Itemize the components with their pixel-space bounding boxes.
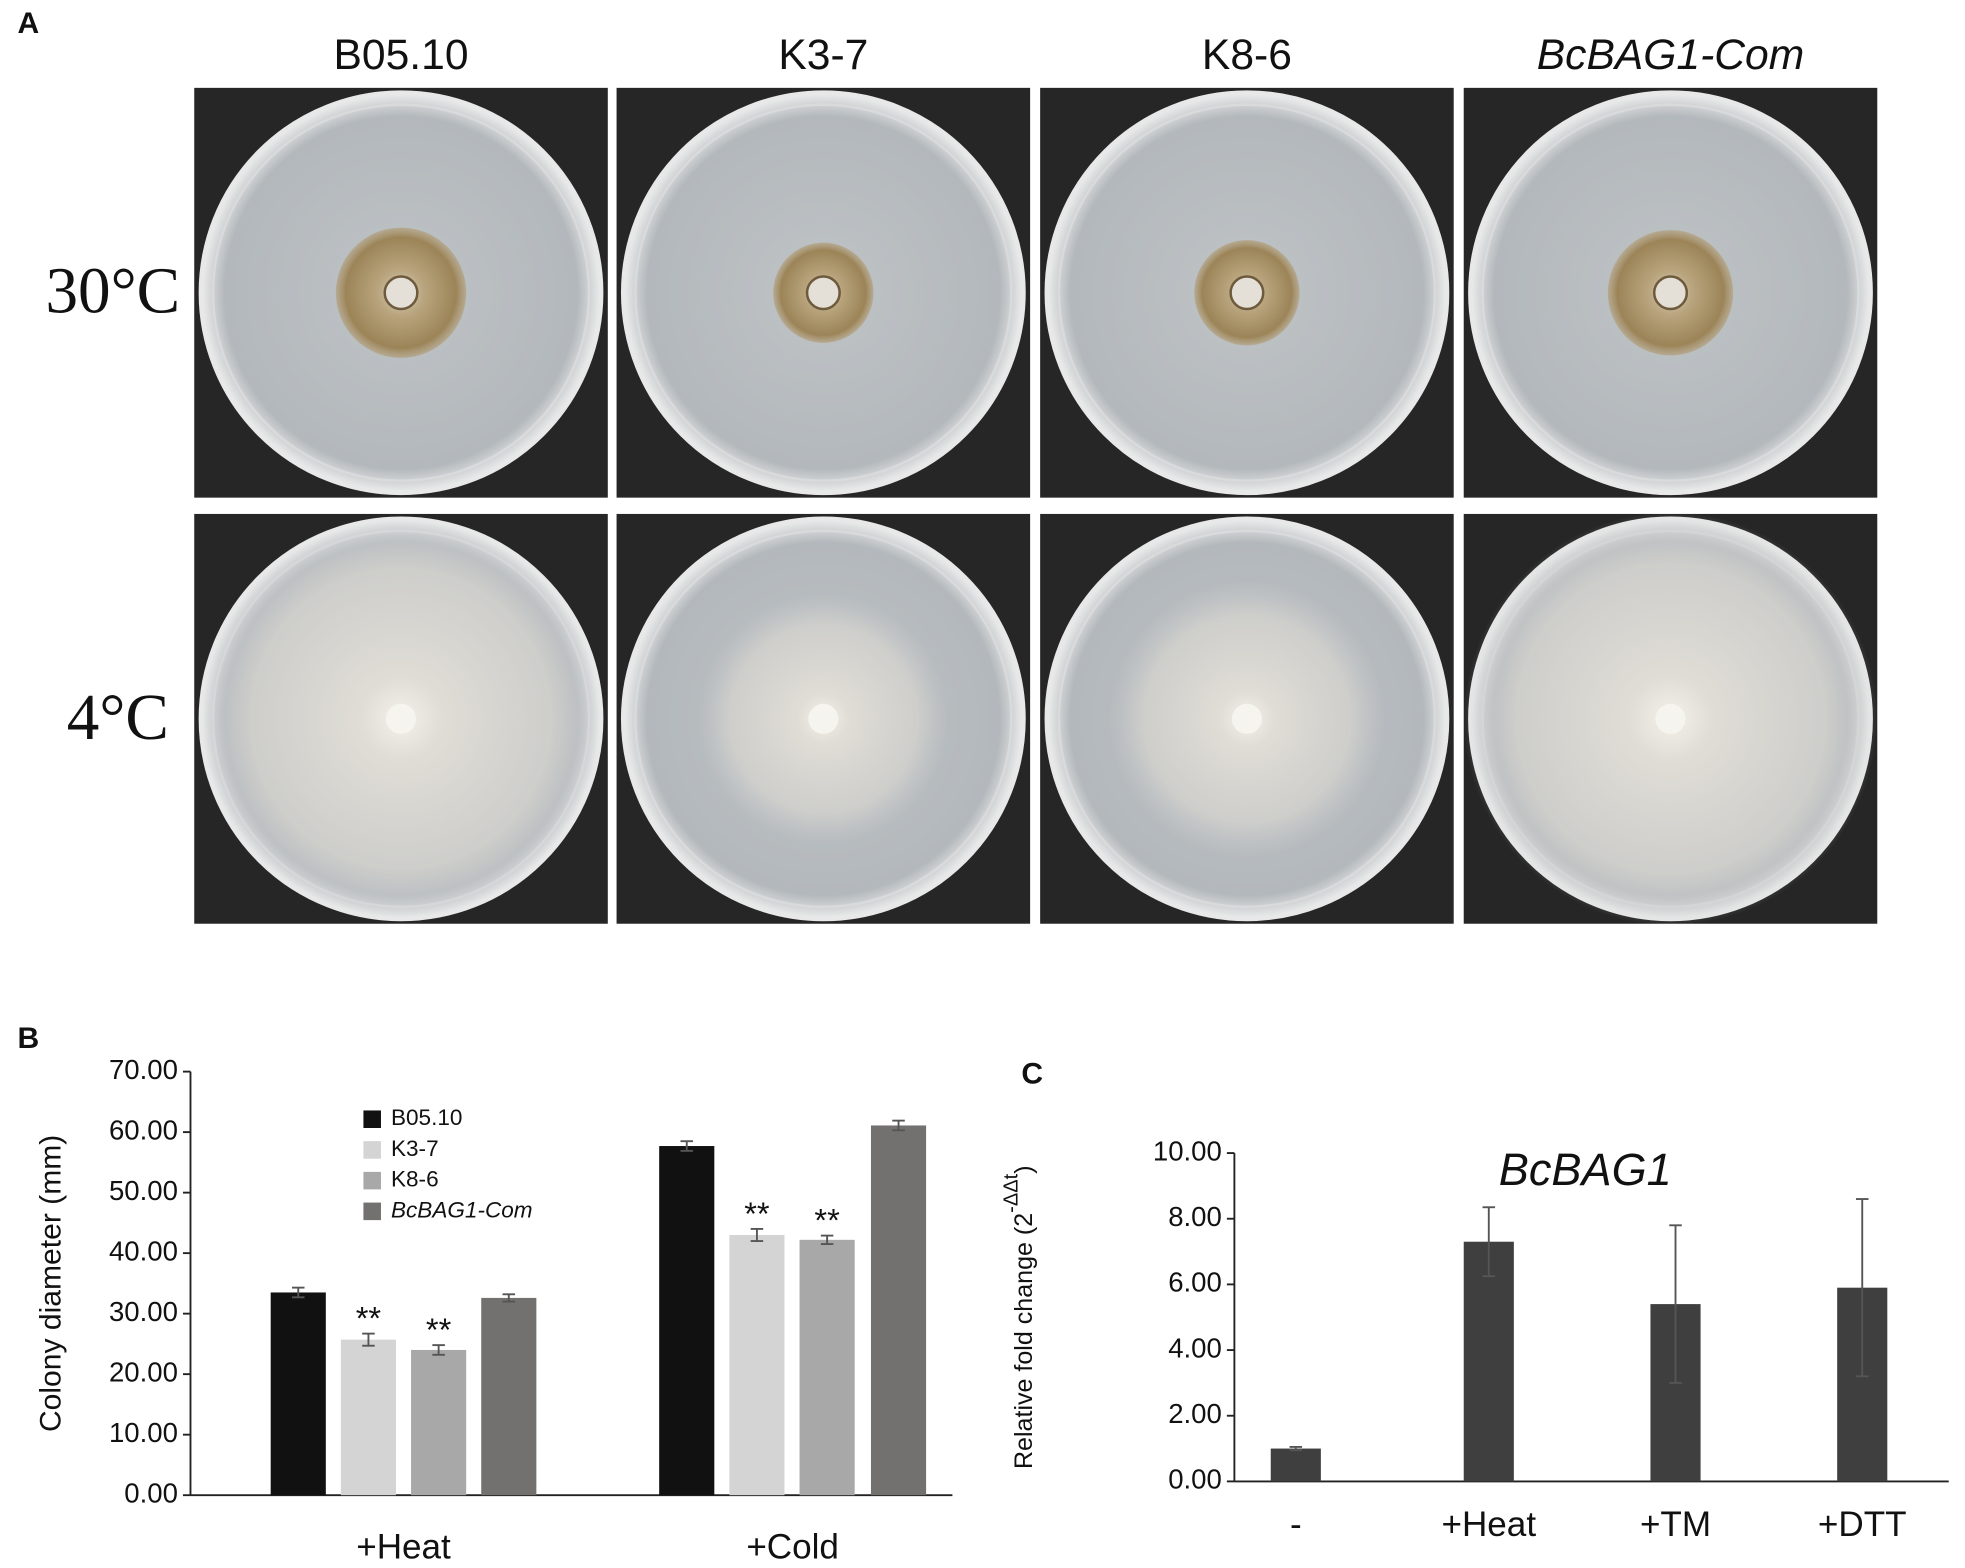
significance-mark: ** xyxy=(356,1301,382,1337)
y-axis-label-part: Colony diameter (mm) xyxy=(35,1135,68,1432)
y-tick-label: 10.00 xyxy=(109,1417,178,1448)
plug xyxy=(1655,703,1686,734)
y-tick-label: 70.00 xyxy=(109,1054,178,1085)
plug xyxy=(385,703,417,734)
y-tick-label: 4.00 xyxy=(1168,1332,1222,1363)
y-tick-label: 0.00 xyxy=(124,1477,178,1508)
legend-label: BcBAG1-Com xyxy=(391,1197,533,1222)
column-label: K8-6 xyxy=(1202,31,1292,79)
plug xyxy=(805,275,841,311)
dish-rim xyxy=(1481,103,1860,482)
panel-label: C xyxy=(1021,1057,1043,1090)
bar xyxy=(1463,1241,1514,1482)
x-tick-label: +Cold xyxy=(746,1527,839,1566)
legend-label: B05.10 xyxy=(391,1105,462,1130)
plug xyxy=(1231,703,1262,734)
y-tick-label: 8.00 xyxy=(1168,1201,1222,1232)
bar xyxy=(1270,1448,1321,1482)
x-tick-label: +Heat xyxy=(1441,1505,1536,1544)
row-label: 4°C xyxy=(67,682,169,754)
y-axis-label-part: ) xyxy=(1010,1165,1038,1173)
chart-title: BcBAG1 xyxy=(1499,1144,1672,1195)
legend-swatch xyxy=(363,1110,381,1129)
y-axis-label-part: -ΔΔt xyxy=(1001,1173,1023,1212)
y-tick-label: 0.00 xyxy=(1168,1464,1222,1495)
bar xyxy=(799,1239,855,1496)
panel-label: B xyxy=(18,1022,40,1055)
x-tick-label: +DTT xyxy=(1818,1505,1907,1544)
y-tick-label: 50.00 xyxy=(109,1175,178,1206)
dish-rim xyxy=(634,529,1013,909)
y-tick-label: 20.00 xyxy=(109,1356,178,1387)
legend-label: K8-6 xyxy=(391,1167,439,1192)
legend-swatch xyxy=(363,1202,381,1221)
dish-rim xyxy=(211,103,591,482)
dish-rim xyxy=(1057,529,1437,909)
y-axis-label: Colony diameter (mm) xyxy=(35,1135,68,1432)
y-tick-label: 10.00 xyxy=(1153,1135,1222,1166)
y-tick-label: 2.00 xyxy=(1168,1398,1222,1429)
photo-panel: B05.10 K3-7 K8-6 BcBAG1-Com 30°C 4°C xyxy=(45,31,1878,926)
bar xyxy=(411,1349,467,1496)
column-label: K3-7 xyxy=(778,31,868,79)
bar xyxy=(659,1146,715,1496)
plug xyxy=(383,275,419,311)
significance-mark: ** xyxy=(744,1196,770,1232)
plug xyxy=(1652,275,1689,311)
column-label: B05.10 xyxy=(334,31,469,79)
legend-swatch xyxy=(363,1141,381,1159)
y-axis-label-part: Relative fold change (2 xyxy=(1010,1213,1038,1469)
y-tick-label: 6.00 xyxy=(1168,1267,1222,1298)
y-tick-label: 40.00 xyxy=(109,1235,178,1266)
plug xyxy=(808,703,839,734)
plug xyxy=(1229,275,1265,311)
legend-swatch xyxy=(363,1171,381,1190)
panel-label: A xyxy=(18,7,40,40)
row-label: 30°C xyxy=(45,256,180,328)
dish-rim xyxy=(634,103,1013,482)
bar xyxy=(270,1292,326,1496)
bar xyxy=(870,1125,927,1496)
x-tick-label: +TM xyxy=(1640,1505,1711,1544)
bar xyxy=(729,1234,785,1496)
significance-mark: ** xyxy=(426,1312,452,1348)
y-tick-label: 60.00 xyxy=(109,1114,178,1145)
dish-rim xyxy=(1057,103,1437,482)
y-axis-label: Relative fold change (2-ΔΔt) xyxy=(1001,1165,1038,1469)
y-tick-label: 30.00 xyxy=(109,1296,178,1327)
column-label: BcBAG1-Com xyxy=(1537,31,1804,79)
legend-label: K3-7 xyxy=(391,1136,439,1161)
x-tick-label: - xyxy=(1290,1505,1302,1544)
x-tick-label: +Heat xyxy=(356,1527,451,1566)
bar xyxy=(481,1297,537,1496)
bar xyxy=(340,1339,397,1496)
significance-mark: ** xyxy=(814,1203,840,1239)
